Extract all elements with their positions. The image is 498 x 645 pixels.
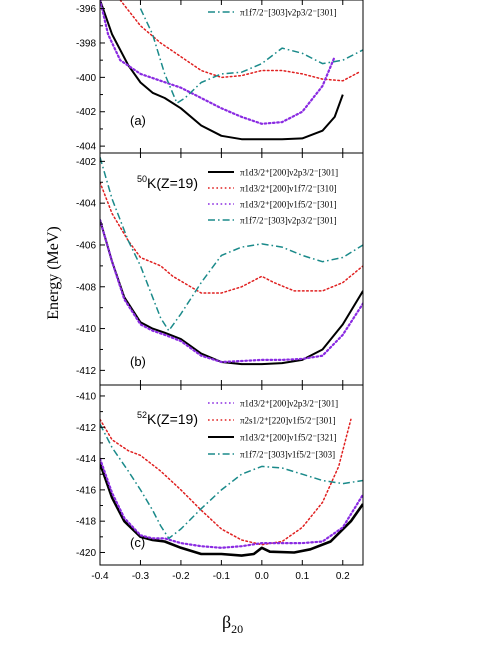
panel-1-ytick-label: -412	[76, 366, 96, 377]
panel-2-series-1-line	[100, 418, 352, 546]
panel-0-series-1-line	[119, 0, 360, 82]
panel-2-legend-label: π1d3/2⁺[200]ν1f5/2⁻[321]	[240, 433, 337, 443]
panel-c-nucleus-label: 52K(Z=19)	[137, 410, 198, 427]
panel-1-ytick-label: -404	[76, 199, 96, 210]
panel-1-ytick-label: -406	[76, 240, 96, 251]
panel-0-ytick-label: -402	[76, 107, 96, 118]
panel-2-ytick-label: -416	[76, 485, 96, 496]
panel-2-ytick-label: -420	[76, 548, 96, 559]
panel-0-ytick-label: -396	[76, 4, 96, 15]
panel-a-letter: (a)	[130, 113, 146, 128]
panel-a-plot-area: -396 -398 -400 -402 -404 π1f7/2⁻[303]ν2p3/2⁻[…	[76, 0, 364, 154]
panel-1-series-3-line	[100, 156, 363, 332]
panel-0-ytick-label: -404	[76, 142, 96, 153]
x-tick-label: -0.1	[213, 571, 231, 582]
panel-2-ytick-label: -414	[76, 454, 96, 465]
panel-2-legend-label: π1d3/2⁺[200]ν2p3/2⁻[301]	[240, 399, 338, 409]
x-tick-label: -0.2	[172, 571, 190, 582]
panel-a: -396 -398 -400 -402 -404 π1f7/2⁻[303]ν2p3/2⁻[…	[76, 0, 364, 154]
panel-2-frame	[99, 384, 364, 566]
panel-c-mass-number: 52	[137, 410, 147, 420]
panel-c: -410 -412 -414 -416 -418 -420 -0.4 -0.3 -0.2 -0.1…	[76, 384, 364, 582]
x-axis-label-subscript: 20	[231, 622, 243, 636]
x-tick-label: 0.2	[336, 571, 350, 582]
panel-c-element: K(Z=19)	[147, 411, 198, 427]
y-axis-label: Energy (MeV)	[45, 226, 62, 319]
panel-2-legend-label: π2s1/2⁺[220]ν1f5/2⁻[301]	[240, 416, 336, 426]
panel-2-ytick-label: -412	[76, 423, 96, 434]
panel-1-legend-label: π1d3/2⁺[200]ν1f5/2⁻[301]	[240, 200, 337, 210]
panel-1-ytick-label: -408	[76, 282, 96, 293]
panel-2-legend-label: π1f7/2⁻[303]ν1f5/2⁻[303]	[240, 450, 335, 460]
panel-c-plot-area: -410 -412 -414 -416 -418 -420 -0.4 -0.3 -0.2 -0.1…	[76, 384, 364, 582]
panel-b-element: K(Z=19)	[147, 175, 198, 191]
panel-1-ytick-label: -410	[76, 324, 96, 335]
x-tick-label: -0.4	[91, 571, 109, 582]
panel-1-series-1-line	[100, 181, 363, 294]
panel-2-ytick-label: -410	[76, 391, 96, 402]
panel-0-legend-label: π1f7/2⁻[303]ν2p3/2⁻[301]	[240, 8, 337, 18]
panel-1-legend-label: π1d3/2⁺[200]ν1f7/2⁻[310]	[240, 184, 337, 194]
panel-b-nucleus-label: 50K(Z=19)	[137, 174, 198, 191]
panel-2-series-2-line	[100, 457, 363, 549]
panel-c-letter: (c)	[130, 535, 145, 550]
panel-b-plot-area: -402 -404 -406 -408 -410 -412 π1d3/2⁺[200]ν2p3…	[76, 152, 364, 386]
panel-b-mass-number: 50	[137, 174, 147, 184]
panel-1-series-0-line	[100, 219, 363, 366]
panel-b-letter: (b)	[130, 354, 146, 369]
panel-1-legend-label: π1f7/2⁻[303]ν2p3/2⁻[301]	[240, 216, 337, 226]
panel-1-legend-label: π1d3/2⁺[200]ν2p3/2⁻[301]	[240, 168, 338, 178]
x-axis-label: β20	[222, 612, 243, 636]
x-axis-label-symbol: β	[222, 612, 231, 632]
panel-2-series-0-line	[100, 462, 363, 557]
panel-0-series-2-line	[100, 0, 336, 125]
panel-1-series-2-line	[100, 218, 363, 364]
panel-2-series-3-line	[100, 423, 363, 540]
panel-1-ytick-label: -402	[76, 157, 96, 168]
panel-0-series-3-line	[139, 8, 363, 104]
x-tick-label: 0.0	[255, 571, 269, 582]
x-tick-label: 0.1	[295, 571, 309, 582]
panel-0-ytick-label: -400	[76, 73, 96, 84]
panel-0-ytick-label: -398	[76, 38, 96, 49]
panel-0-series-0-line	[100, 0, 344, 141]
panel-b: -402 -404 -406 -408 -410 -412 π1d3/2⁺[200]ν2p3…	[76, 152, 364, 386]
x-tick-label: -0.3	[132, 571, 150, 582]
panel-2-ytick-label: -418	[76, 517, 96, 528]
